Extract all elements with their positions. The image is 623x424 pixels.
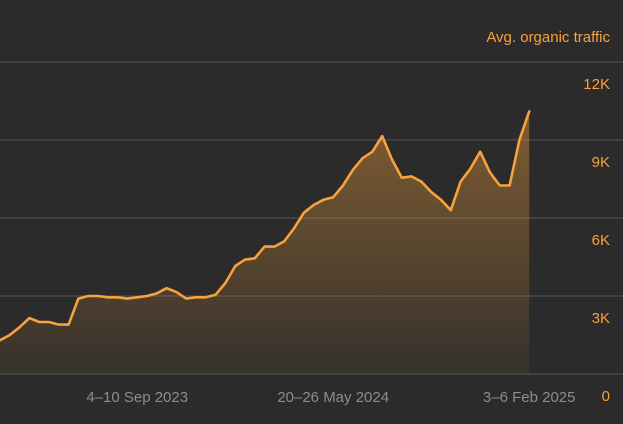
area [0,111,530,375]
y-tick-label: 0 [602,388,610,405]
y-tick-label: 12K [583,76,610,93]
line [0,110,531,342]
x-tick-label: 3–6 Feb 2025 [483,389,576,406]
x-tick-label: 20–26 May 2024 [277,389,389,406]
y-tick-label: 3K [592,310,610,327]
chart-title: Avg. organic traffic [486,29,610,46]
y-tick-label: 9K [592,154,610,171]
x-tick-label: 4–10 Sep 2023 [86,389,188,406]
y-tick-label: 6K [592,232,610,249]
